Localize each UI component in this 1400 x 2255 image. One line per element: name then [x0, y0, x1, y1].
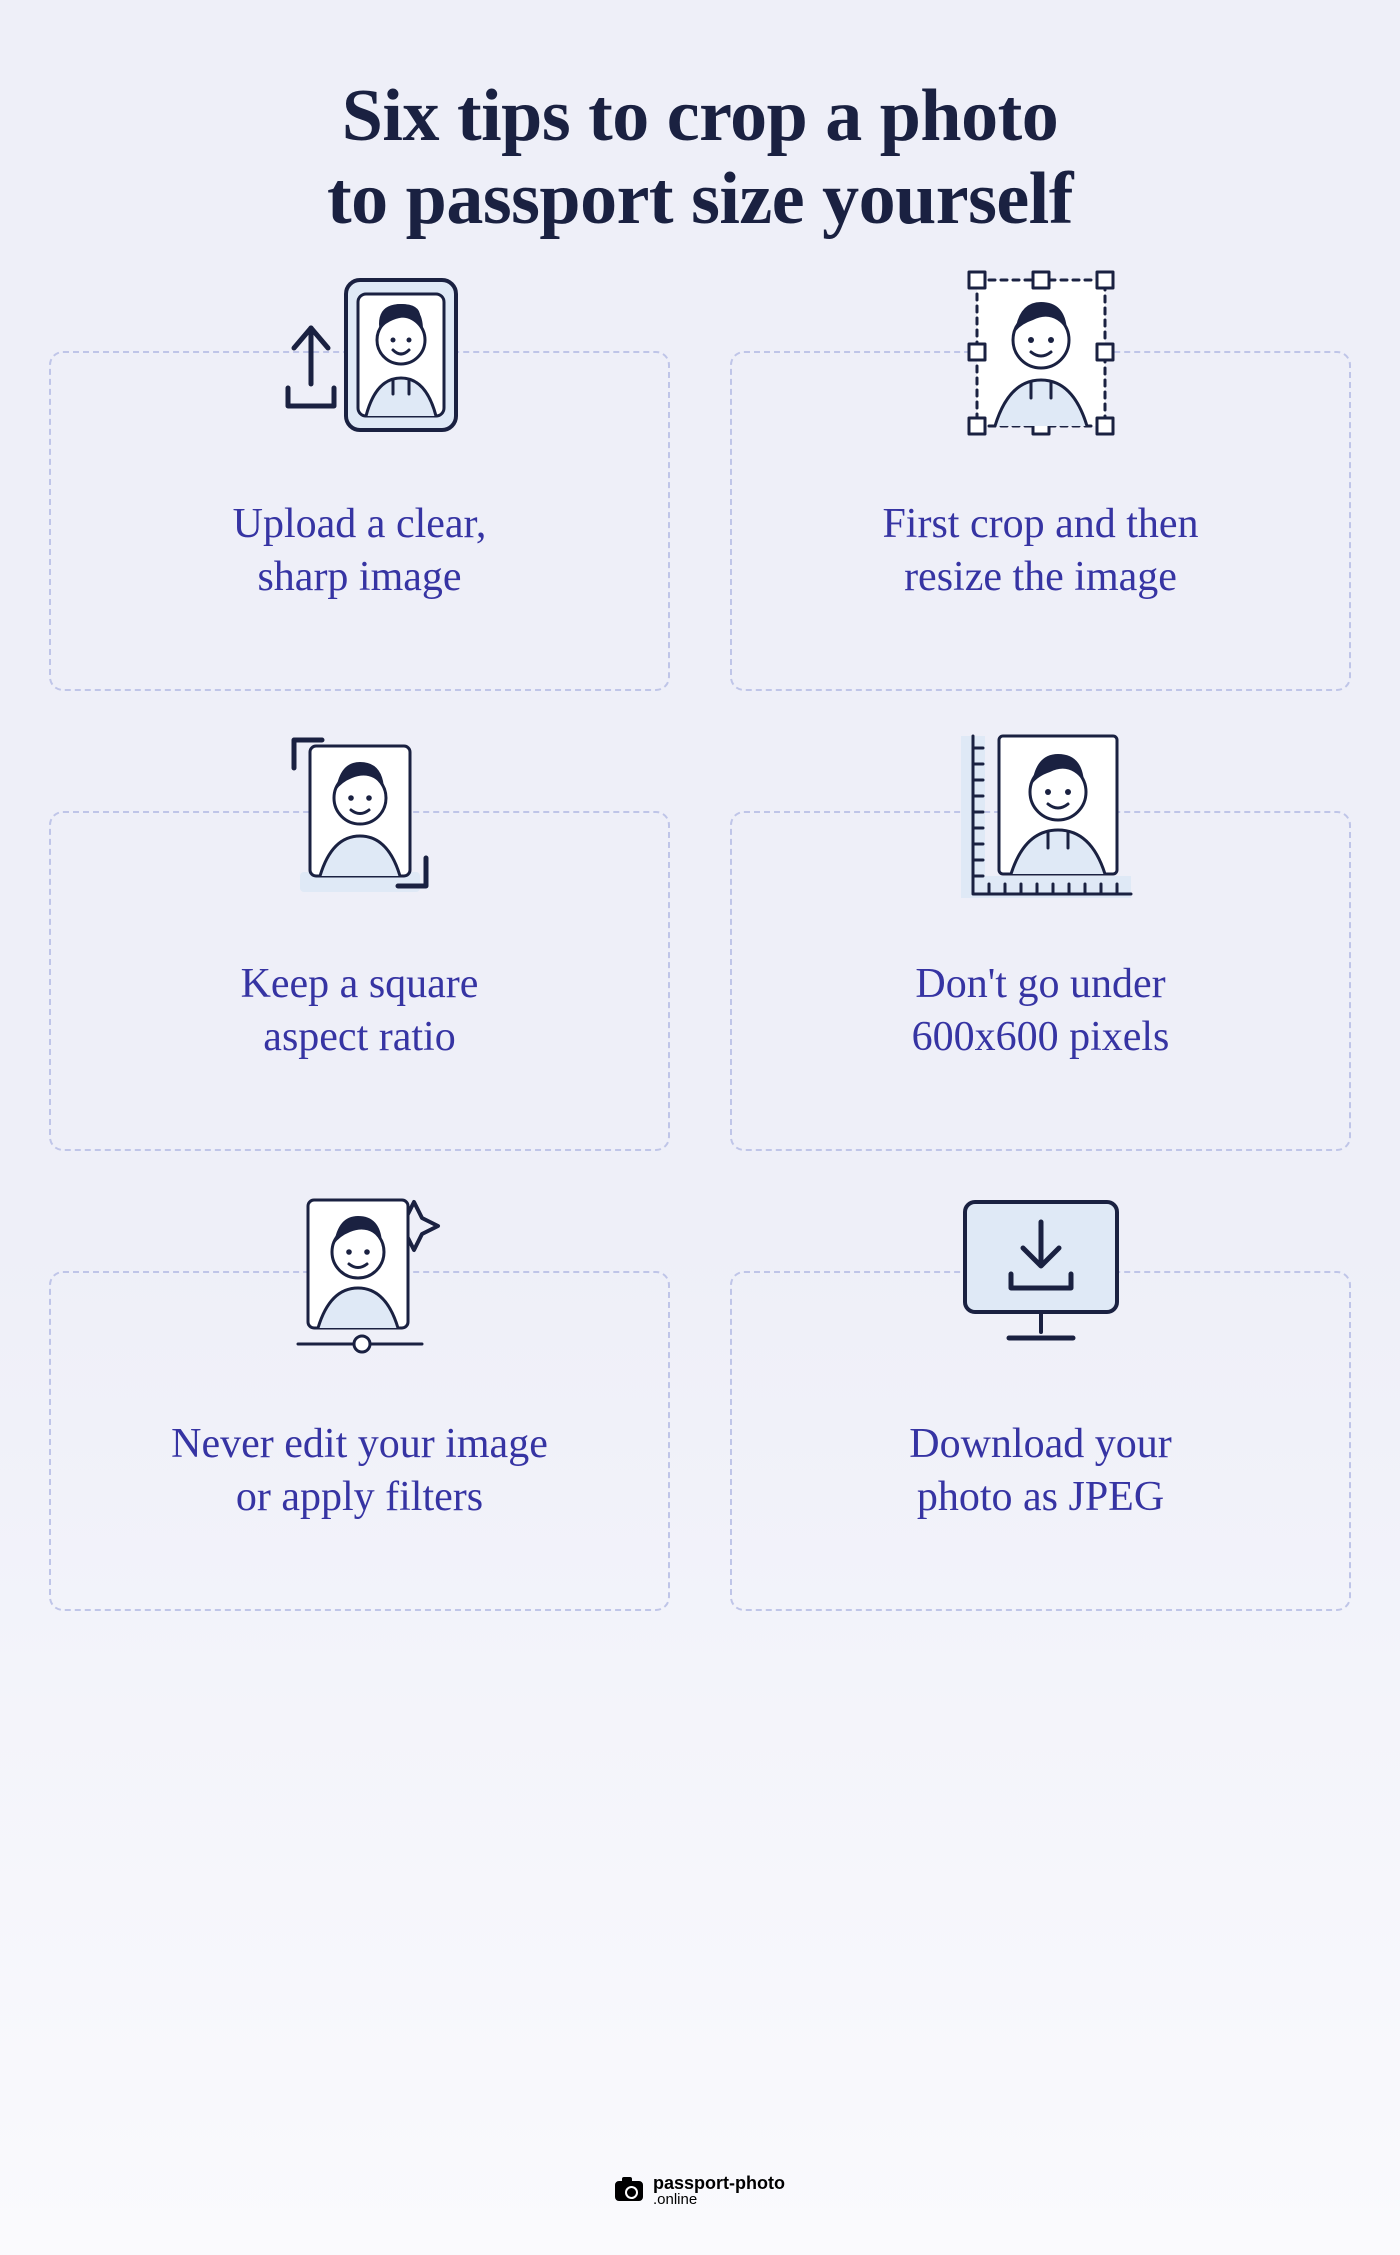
brand-bottom: .online — [653, 2192, 785, 2207]
tip-card: First crop and thenresize the image — [730, 351, 1351, 691]
tip-card: Never edit your imageor apply filters — [49, 1271, 670, 1611]
tip-card: Download yourphoto as JPEG — [730, 1271, 1351, 1611]
brand-top: passport-photo — [653, 2173, 785, 2193]
tips-grid: Upload a clear,sharp image — [45, 351, 1355, 1611]
tip-label: Upload a clear,sharp image — [233, 498, 487, 603]
square-corners-icon — [250, 718, 470, 908]
tip-card: Keep a squareaspect ratio — [49, 811, 670, 1151]
crop-handles-icon — [931, 258, 1151, 448]
tip-label: Keep a squareaspect ratio — [241, 958, 479, 1063]
tip-label: Don't go under600x600 pixels — [912, 958, 1170, 1063]
no-filters-icon — [250, 1178, 470, 1368]
tip-label: Never edit your imageor apply filters — [171, 1418, 548, 1523]
tip-card: Don't go under600x600 pixels — [730, 811, 1351, 1151]
page-title: Six tips to crop a phototo passport size… — [45, 75, 1355, 241]
camera-icon — [615, 2181, 643, 2201]
ruler-photo-icon — [931, 718, 1151, 908]
upload-photo-icon — [250, 258, 470, 448]
footer-brand: passport-photo .online — [0, 2174, 1400, 2207]
tip-card: Upload a clear,sharp image — [49, 351, 670, 691]
download-monitor-icon — [931, 1178, 1151, 1368]
tip-label: Download yourphoto as JPEG — [909, 1418, 1171, 1523]
tip-label: First crop and thenresize the image — [882, 498, 1198, 603]
